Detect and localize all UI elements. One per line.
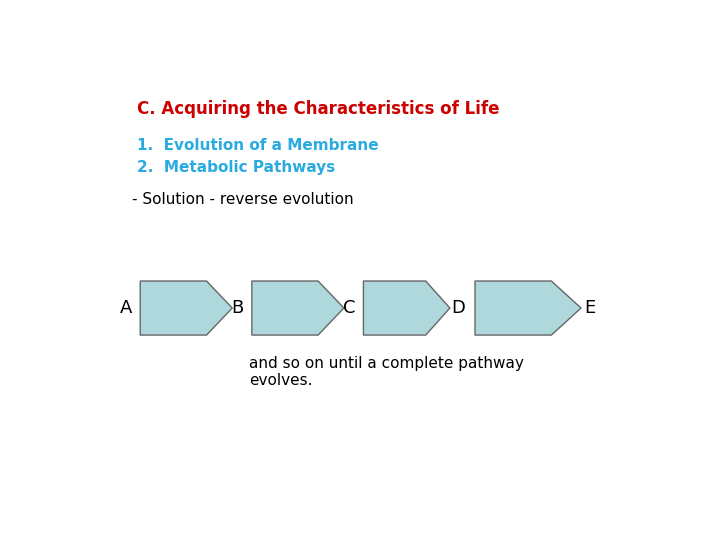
Text: A: A — [120, 299, 132, 317]
Text: 2.  Metabolic Pathways: 2. Metabolic Pathways — [138, 160, 336, 176]
Text: B: B — [232, 299, 244, 317]
Polygon shape — [140, 281, 233, 335]
Polygon shape — [252, 281, 344, 335]
Text: 1.  Evolution of a Membrane: 1. Evolution of a Membrane — [138, 138, 379, 153]
Text: E: E — [584, 299, 595, 317]
Text: C. Acquiring the Characteristics of Life: C. Acquiring the Characteristics of Life — [138, 100, 500, 118]
Text: - Solution - reverse evolution: - Solution - reverse evolution — [132, 192, 354, 207]
Text: D: D — [451, 299, 465, 317]
Polygon shape — [475, 281, 581, 335]
Text: C: C — [343, 299, 356, 317]
Polygon shape — [364, 281, 450, 335]
Text: and so on until a complete pathway
evolves.: and so on until a complete pathway evolv… — [249, 356, 524, 388]
